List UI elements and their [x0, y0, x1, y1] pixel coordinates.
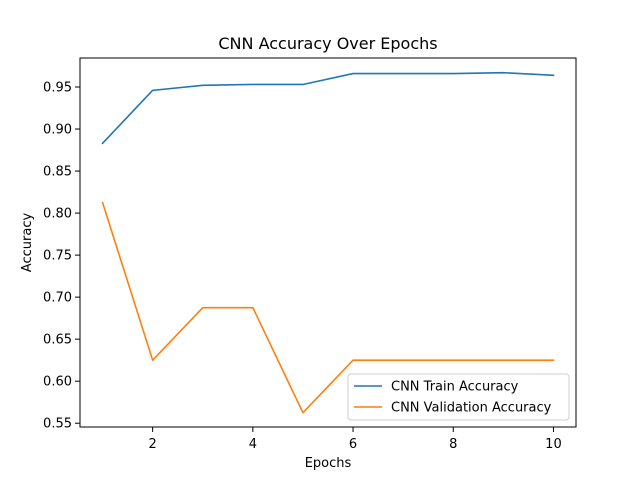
series-line-2 — [101, 201, 555, 414]
legend-label-2: CNN Validation Accuracy — [391, 401, 552, 416]
y-tick-label: 0.55 — [43, 417, 72, 432]
x-tick-label: 8 — [449, 437, 457, 452]
x-axis-label: Epochs — [305, 456, 352, 471]
y-tick-label: 0.75 — [43, 249, 72, 264]
y-axis-ticks: 0.55 0.60 0.65 0.70 0.75 0.80 0.85 0.90 0.95 — [43, 80, 80, 432]
y-tick-label: 0.60 — [43, 375, 72, 390]
plot-series — [101, 71, 555, 414]
y-tick-label: 0.70 — [43, 291, 72, 306]
y-tick-label: 0.65 — [43, 333, 72, 348]
series-line-1 — [101, 71, 555, 145]
y-tick-label: 0.95 — [43, 80, 72, 95]
x-tick-label: 10 — [545, 437, 562, 452]
y-tick-label: 0.85 — [43, 165, 72, 180]
x-tick-label: 4 — [249, 437, 257, 452]
legend-frame — [347, 373, 570, 421]
x-tick-label: 2 — [149, 437, 157, 452]
legend-label-1: CNN Train Accuracy — [391, 380, 519, 395]
y-tick-label: 0.80 — [43, 207, 72, 222]
y-axis-label: Accuracy — [20, 213, 35, 273]
x-tick-label: 6 — [349, 437, 357, 452]
x-axis-ticks: 2 4 6 8 10 — [149, 427, 562, 452]
plot-frame — [79, 57, 577, 428]
legend: CNN Train Accuracy CNN Validation Accurac… — [347, 373, 570, 421]
y-tick-label: 0.90 — [43, 123, 72, 138]
chart-title: CNN Accuracy Over Epochs — [218, 34, 437, 53]
